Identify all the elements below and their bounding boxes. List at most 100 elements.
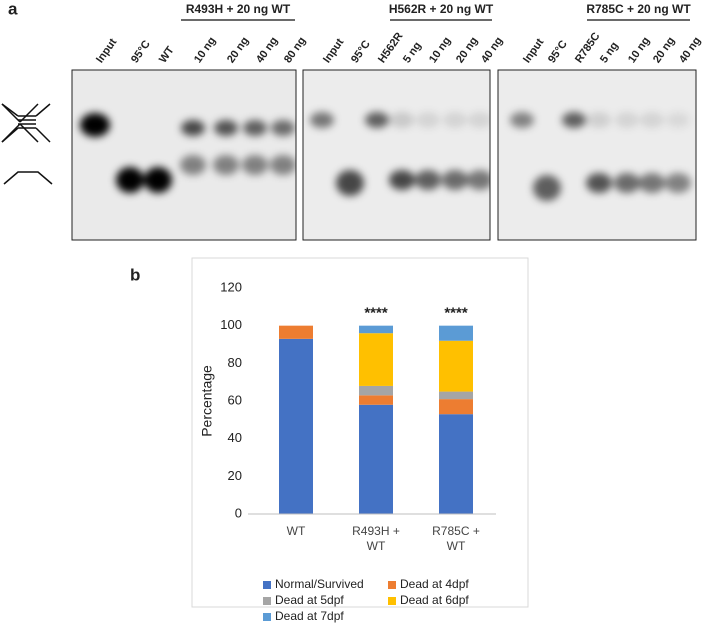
lane-label: 10 ng — [427, 35, 453, 65]
bar-segment — [279, 325, 313, 339]
legend-label: Dead at 7dpf — [275, 609, 344, 623]
lane-label: 10 ng — [626, 35, 652, 65]
band — [666, 112, 690, 128]
bar-segment — [439, 399, 473, 415]
band — [180, 155, 206, 175]
lane-label: 95°C — [349, 38, 373, 65]
band — [389, 170, 415, 190]
y-axis-label: Percentage — [199, 365, 215, 437]
band — [116, 167, 144, 193]
bar-segment — [359, 395, 393, 405]
band — [80, 113, 110, 137]
bar-segment — [359, 333, 393, 386]
band — [242, 155, 268, 175]
gel — [71, 69, 297, 241]
band — [615, 112, 639, 128]
x-tick-label: WT — [286, 524, 306, 538]
y-tick-label: 120 — [220, 279, 242, 294]
gel — [302, 69, 491, 241]
bar-segment — [359, 325, 393, 334]
lane-label: 20 ng — [454, 35, 480, 65]
lane-label: 10 ng — [192, 35, 218, 65]
lane-label: R785C — [573, 30, 603, 65]
bar-segment — [439, 414, 473, 514]
panel-label: b — [130, 265, 140, 284]
lane-label: 20 ng — [225, 35, 251, 65]
band — [442, 170, 468, 190]
lane-label: Input — [94, 36, 119, 65]
chart-frame — [191, 257, 529, 608]
band — [510, 112, 534, 128]
lane-label: 95°C — [546, 38, 570, 65]
lane-label: 80 ng — [282, 35, 308, 65]
significance: **** — [364, 305, 388, 322]
gel-bands — [510, 112, 691, 201]
group-header: R493H + 20 ng WT — [186, 2, 291, 16]
y-tick-label: 100 — [220, 317, 242, 332]
band — [213, 155, 239, 175]
group-header: R785C + 20 ng WT — [586, 2, 691, 16]
legend-swatch — [388, 581, 396, 589]
bar-segment — [439, 325, 473, 341]
band — [144, 167, 172, 193]
bar-segment — [359, 385, 393, 396]
y-tick-label: 20 — [228, 468, 242, 483]
y-tick-label: 40 — [228, 430, 242, 445]
legend-swatch — [263, 613, 271, 621]
legend-label: Dead at 6dpf — [400, 593, 469, 607]
lane-label: 95°C — [129, 38, 153, 65]
band — [214, 120, 238, 136]
lane-label: WT — [157, 44, 177, 65]
lane-label: Input — [521, 36, 546, 65]
lane-label: 40 ng — [479, 35, 505, 65]
lane-label: 5 ng — [401, 40, 424, 65]
panel-label: a — [8, 0, 18, 18]
y-tick-label: 0 — [235, 505, 242, 520]
band — [416, 112, 440, 128]
band — [587, 112, 611, 128]
gel-bands — [80, 113, 296, 193]
band — [640, 112, 664, 128]
significance: **** — [444, 305, 468, 322]
band — [415, 170, 441, 190]
y-tick-label: 60 — [228, 392, 242, 407]
x-tick-label: R493H + WT — [352, 524, 400, 553]
group-header: H562R + 20 ng WT — [389, 2, 494, 16]
band — [365, 112, 389, 128]
bar-segment — [439, 340, 473, 392]
band — [390, 112, 414, 128]
legend-label: Normal/Survived — [275, 577, 364, 591]
lane-label: Input — [321, 36, 346, 65]
band — [270, 155, 296, 175]
bar-segment — [279, 338, 313, 514]
legend-swatch — [263, 581, 271, 589]
band — [586, 173, 612, 193]
band — [533, 175, 561, 201]
band — [614, 173, 640, 193]
legend-swatch — [263, 597, 271, 605]
band — [310, 112, 334, 128]
x-tick-label: R785C + WT — [432, 524, 480, 553]
bar-segment — [439, 391, 473, 400]
lane-label: H562R — [376, 30, 406, 65]
band — [665, 173, 691, 193]
bar-segment — [359, 404, 393, 514]
legend-label: Dead at 4dpf — [400, 577, 469, 591]
lane-label: 5 ng — [598, 40, 621, 65]
band — [468, 112, 490, 128]
legend-swatch — [388, 597, 396, 605]
lane-label: 40 ng — [254, 35, 280, 65]
band — [639, 173, 665, 193]
band — [467, 170, 490, 190]
band — [443, 112, 467, 128]
band — [336, 170, 364, 196]
band — [181, 120, 205, 136]
lane-label: 40 ng — [677, 35, 703, 65]
gel-bands — [310, 112, 490, 196]
band — [271, 120, 295, 136]
y-tick-label: 80 — [228, 355, 242, 370]
legend-label: Dead at 5dpf — [275, 593, 344, 607]
junction-icon — [1, 103, 53, 185]
